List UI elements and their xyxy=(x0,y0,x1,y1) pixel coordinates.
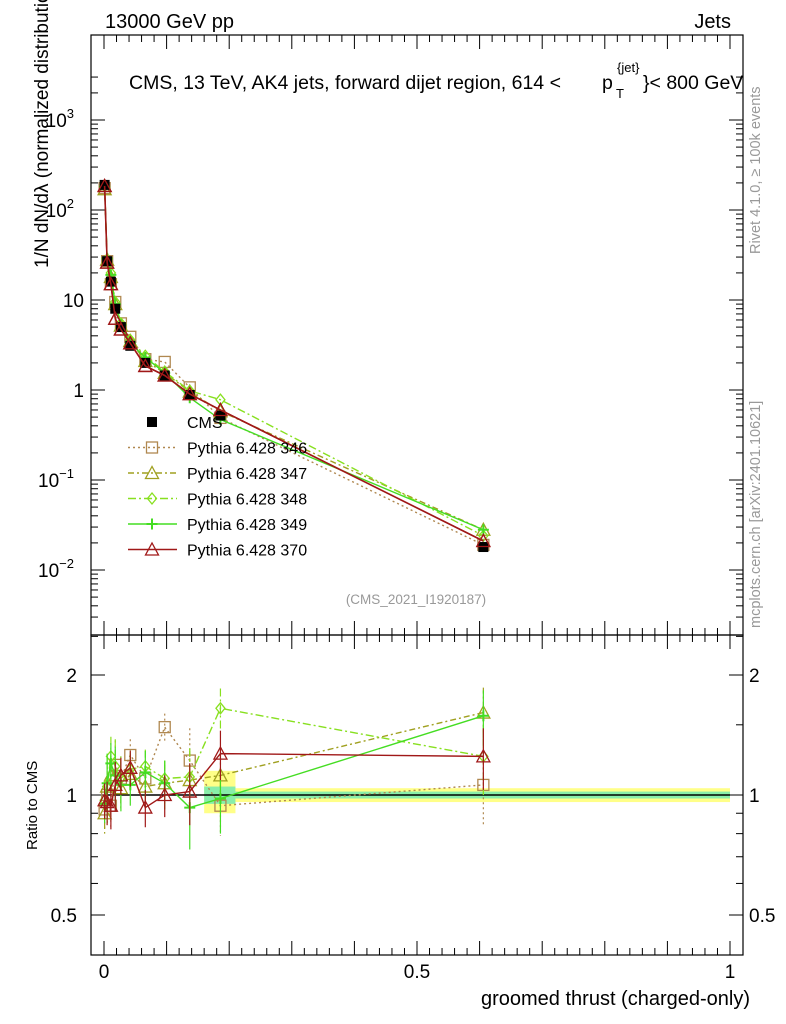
legend-item: Pythia 6.428 348 xyxy=(128,492,307,509)
ratio-pythia-6-428-347 xyxy=(97,687,491,834)
plot-title-main: CMS, 13 TeV, AK4 jets, forward dijet reg… xyxy=(129,72,561,94)
series-pythia-370-top xyxy=(97,178,491,548)
ratio-point xyxy=(477,710,489,722)
series-pythia-6-428-348 xyxy=(99,179,489,543)
ratio-axis-ticks: 0 0.5 1 0.5 0.5 1 1 2 2 xyxy=(51,635,775,983)
ratio-y-label: Ratio to CMS xyxy=(24,761,41,850)
series-point xyxy=(157,367,173,382)
legend-marker xyxy=(144,465,160,480)
ratio-point xyxy=(97,792,113,807)
ratio-point xyxy=(122,759,138,774)
header-jets: Jets xyxy=(694,11,731,33)
series-point xyxy=(475,533,491,548)
data-point xyxy=(125,340,136,351)
mcplots-label: mcplots.cern.ch [arXiv:2401.10621] xyxy=(748,401,764,628)
ratio-point xyxy=(157,787,173,802)
legend-item: Pythia 6.428 346 xyxy=(128,441,307,458)
series-point xyxy=(122,335,138,350)
legend-marker xyxy=(146,518,158,530)
ratio-point xyxy=(139,766,151,778)
ratio-point xyxy=(215,701,226,715)
plot-title-subscript: T xyxy=(616,86,624,101)
x-tick-label: 0 xyxy=(99,962,110,983)
ratio-y-tick-label-right: 1 xyxy=(749,786,760,807)
plot-title-superscript: {jet} xyxy=(617,60,640,75)
legend: CMS Pythia 6.428 346 Pythia 6.428 347 Pythi… xyxy=(128,415,307,560)
ratio-point xyxy=(214,792,226,804)
y-tick-label: 102 xyxy=(46,196,74,222)
ratio-y-tick-label: 0.5 xyxy=(51,906,77,927)
legend-item: Pythia 6.428 370 xyxy=(128,541,307,560)
plot-title-pt: p xyxy=(602,72,613,94)
ratio-point xyxy=(182,783,198,798)
y-tick-label: 10−2 xyxy=(38,556,74,582)
series-line xyxy=(103,185,484,542)
y-axis-label-text: 1/N dN/dλ (normalized distribution) xyxy=(32,0,53,268)
series-point xyxy=(107,310,123,325)
ratio-point xyxy=(475,748,491,763)
mcplots-label-text: mcplots.cern.ch [arXiv:2401.10621] xyxy=(748,401,764,628)
legend-label: Pythia 6.428 349 xyxy=(187,517,307,534)
legend-label: Pythia 6.428 347 xyxy=(187,466,307,483)
series-point xyxy=(113,321,129,336)
series-point xyxy=(182,386,198,401)
ratio-point xyxy=(103,797,119,812)
legend-marker xyxy=(145,441,159,454)
ratio-y-tick-label: 1 xyxy=(66,786,77,807)
series-point xyxy=(103,276,119,291)
x-axis-label: groomed thrust (charged-only) xyxy=(481,988,750,1010)
ratio-y-tick-label: 2 xyxy=(66,666,77,687)
analysis-id: (CMS_2021_I1920187) xyxy=(346,592,486,607)
series-point xyxy=(137,358,153,373)
data-point xyxy=(115,322,126,333)
ratio-pythia-6-428-370 xyxy=(97,728,491,830)
rivet-label: Rivet 4.1.0, ≥ 100k events xyxy=(748,86,764,254)
x-tick-label: 0.5 xyxy=(404,962,430,983)
series-point xyxy=(215,393,226,407)
legend-marker xyxy=(144,541,160,556)
header-energy: 13000 GeV pp xyxy=(105,11,234,33)
series-point xyxy=(212,402,229,417)
y-axis-label: 1/N dN/dλ (normalized distribution) xyxy=(32,0,53,268)
ratio-point xyxy=(107,777,123,792)
ratio-point xyxy=(212,745,229,760)
y-tick-label: 1 xyxy=(73,381,84,402)
ratio-series-layer xyxy=(97,687,491,850)
series-line xyxy=(103,185,484,542)
legend-label: Pythia 6.428 348 xyxy=(187,492,307,509)
data-point xyxy=(110,303,121,314)
y-tick-label: 10−1 xyxy=(38,466,74,492)
rivet-label-text: Rivet 4.1.0, ≥ 100k events xyxy=(748,86,764,254)
legend-label: Pythia 6.428 370 xyxy=(187,543,307,560)
series-point xyxy=(478,529,489,543)
legend-item: Pythia 6.428 347 xyxy=(128,465,307,483)
legend-label: Pythia 6.428 346 xyxy=(187,441,307,458)
main-axis-ticks: 10−2 10−1 1 10 102 103 xyxy=(38,35,743,955)
ratio-y-label-text: Ratio to CMS xyxy=(24,761,41,850)
legend-label: CMS xyxy=(187,415,223,432)
ratio-point xyxy=(137,799,153,814)
series-point xyxy=(97,178,113,193)
legend-item-cms: CMS xyxy=(147,415,223,432)
data-point xyxy=(140,357,151,368)
ratio-y-tick-label-right: 0.5 xyxy=(749,906,775,927)
main-series-layer xyxy=(97,178,491,553)
legend-item: Pythia 6.428 349 xyxy=(128,517,307,534)
ratio-point xyxy=(113,767,129,782)
ratio-pythia-6-428-349 xyxy=(99,690,489,850)
ratio-point xyxy=(105,757,117,769)
series-point xyxy=(99,254,115,269)
y-tick-label: 103 xyxy=(46,106,74,132)
plot-title-end: }< 800 GeV xyxy=(643,72,743,94)
legend-marker xyxy=(147,417,157,427)
ratio-point xyxy=(158,720,171,734)
legend-marker xyxy=(146,491,158,506)
ratio-y-tick-label-right: 2 xyxy=(749,666,760,687)
plot-title: CMS, 13 TeV, AK4 jets, forward dijet reg… xyxy=(129,60,743,101)
x-tick-label: 1 xyxy=(725,962,736,983)
data-point xyxy=(99,179,110,190)
ratio-uncertainty-band xyxy=(104,770,730,814)
y-tick-label: 10 xyxy=(63,291,84,312)
